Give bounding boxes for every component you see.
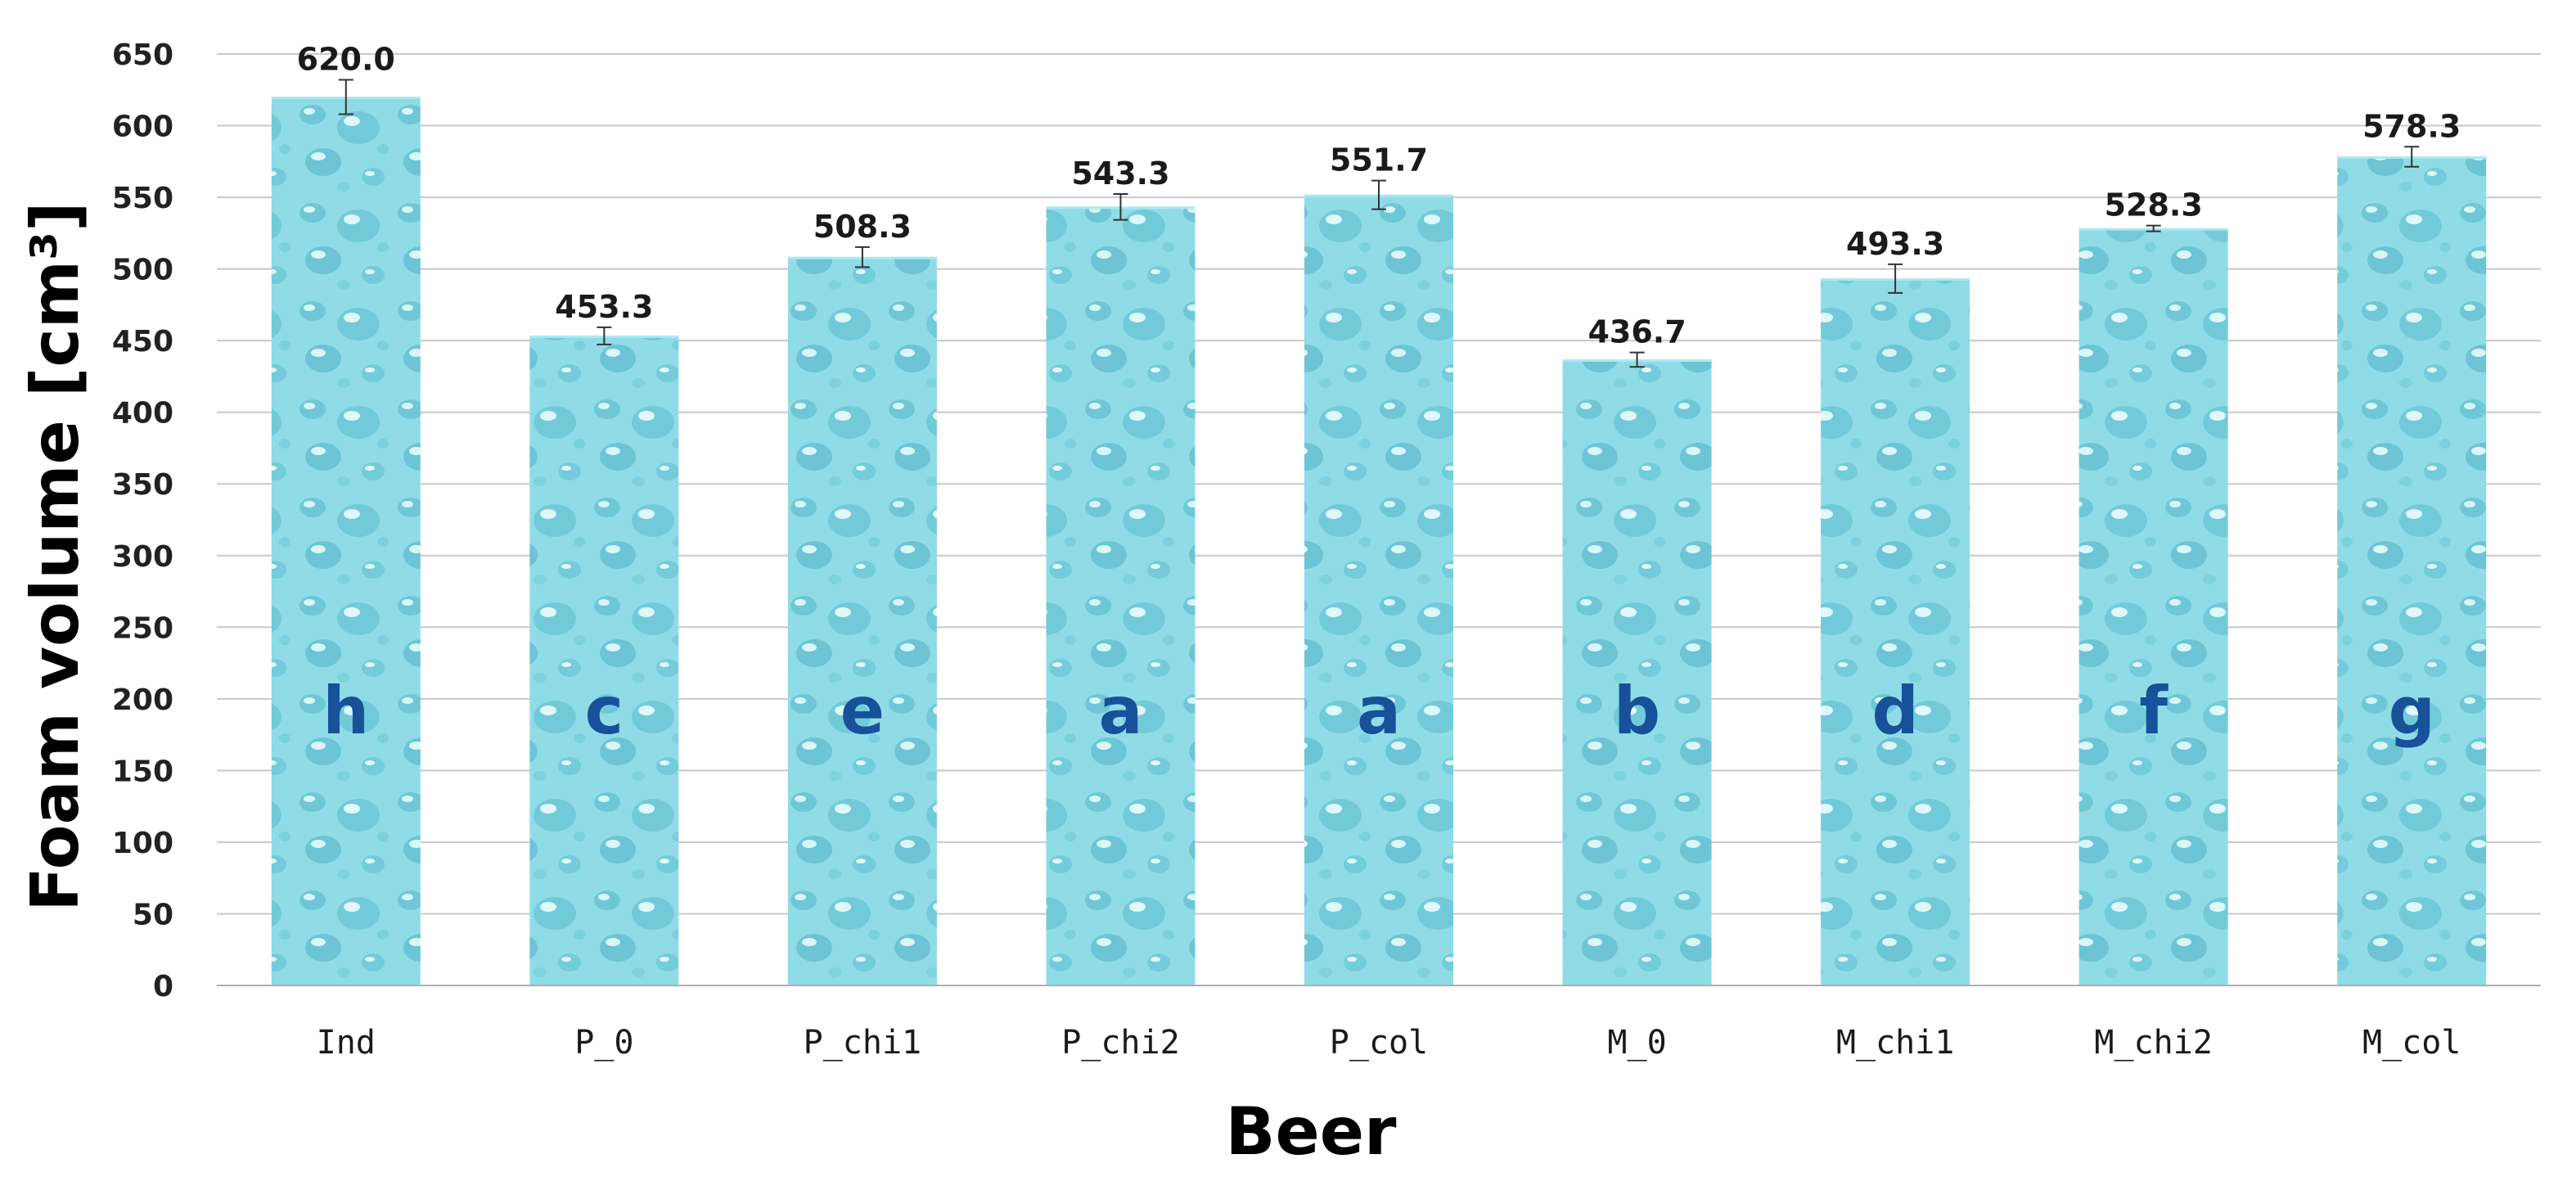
bar	[529, 336, 679, 985]
bar	[2078, 228, 2228, 985]
data-label: 436.7	[1587, 314, 1686, 350]
data-label: 578.3	[2362, 108, 2461, 144]
x-tick-label: M_chi1	[1836, 1024, 1955, 1062]
group-letter: h	[322, 673, 369, 749]
x-tick-label: M_chi2	[2094, 1024, 2213, 1062]
y-axis-title: Foam volume [cm³]	[17, 201, 93, 911]
group-letter: g	[2389, 673, 2435, 749]
x-tick-label: P_col	[1330, 1024, 1428, 1062]
bars: 620.0 h 453.3 c 508.3 e 543.3 a 551.7 a 436.7 b 493.…	[271, 42, 2487, 986]
data-label: 453.3	[555, 289, 653, 325]
x-axis-title: Beer	[1226, 1094, 1397, 1170]
x-axis: Ind P_0 P_chi1 P_chi2 P_col M_0 M_chi1 M_chi2 M_…	[217, 985, 2541, 1062]
y-tick-label: 150	[112, 755, 173, 788]
y-tick-label: 250	[112, 611, 173, 645]
x-tick-label: P_chi1	[804, 1024, 922, 1062]
y-tick-label: 50	[133, 898, 173, 931]
group-letter: b	[1614, 673, 1660, 749]
x-tick-label: P_chi2	[1061, 1024, 1180, 1062]
y-tick-label: 350	[112, 468, 173, 502]
data-label: 528.3	[2105, 187, 2203, 223]
bar	[1046, 206, 1196, 986]
bar	[1304, 195, 1453, 986]
y-tick-label: 0	[153, 970, 173, 1003]
group-letter: d	[1871, 673, 1918, 749]
y-tick-label: 600	[112, 110, 173, 144]
x-tick-label: P_0	[574, 1024, 633, 1062]
group-letter: f	[2139, 673, 2168, 749]
y-tick-label: 650	[112, 38, 173, 72]
data-label: 493.3	[1846, 226, 1944, 262]
group-letter: c	[585, 673, 624, 749]
y-tick-label: 300	[112, 540, 173, 574]
group-letter: a	[1098, 673, 1142, 749]
bar	[2337, 156, 2487, 985]
data-label: 551.7	[1330, 142, 1428, 178]
y-tick-label: 500	[112, 254, 173, 287]
y-axis: 0 50 100 150 200 250 300 350 400 450 500 550 600 650	[112, 38, 173, 1003]
data-label: 543.3	[1071, 156, 1169, 192]
data-label: 620.0	[297, 42, 395, 78]
y-tick-label: 450	[112, 325, 173, 359]
x-tick-label: Ind	[317, 1024, 376, 1062]
x-tick-label: M_col	[2362, 1024, 2461, 1062]
bar	[271, 97, 421, 986]
y-tick-label: 550	[112, 182, 173, 215]
bar	[1821, 278, 1970, 985]
group-letter: a	[1357, 673, 1401, 749]
y-tick-label: 200	[112, 683, 173, 717]
y-tick-label: 400	[112, 397, 173, 431]
bar	[1562, 359, 1712, 985]
data-label: 508.3	[813, 209, 912, 245]
x-tick-label: M_0	[1607, 1024, 1666, 1062]
bar	[787, 257, 937, 986]
group-letter: e	[840, 673, 885, 749]
y-tick-label: 100	[112, 827, 173, 860]
